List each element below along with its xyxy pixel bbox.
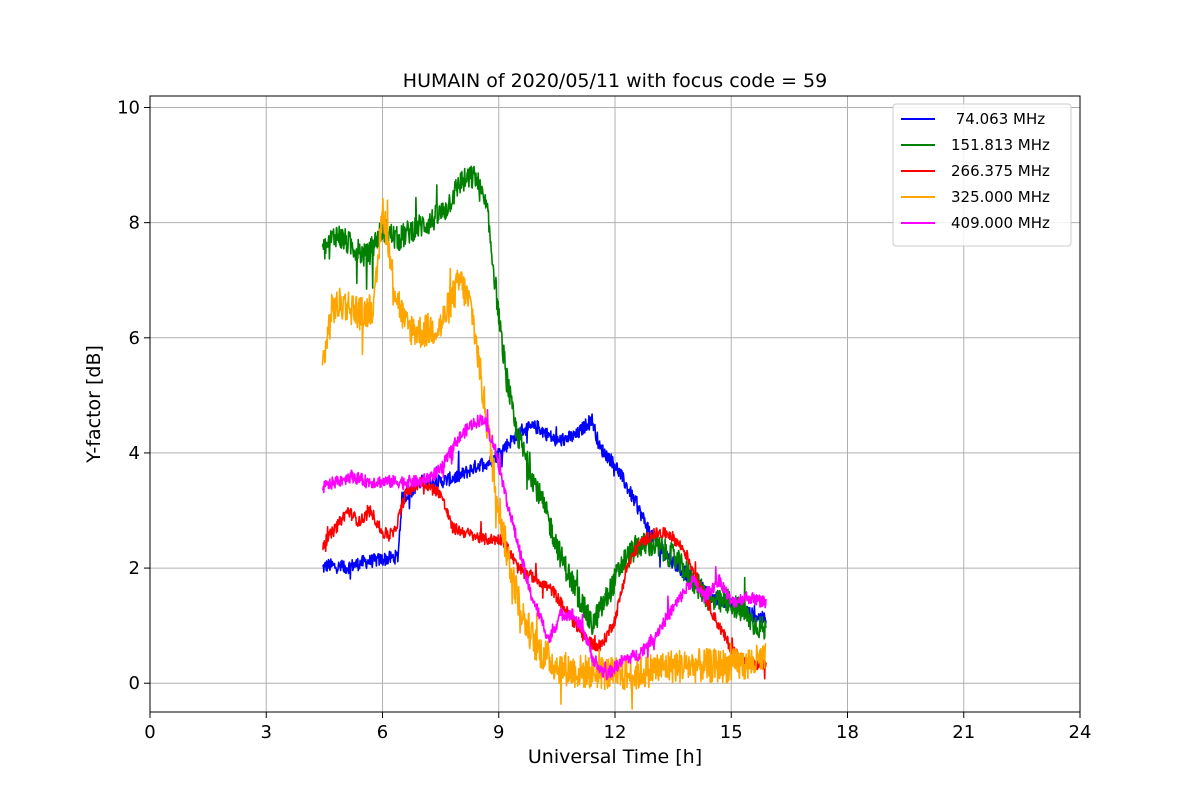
x-tick-label: 0 (144, 722, 155, 743)
series-group (321, 165, 767, 710)
x-tick-label: 18 (836, 722, 859, 743)
y-tick-label: 2 (129, 558, 140, 579)
series-line-5 (321, 409, 767, 681)
y-tick-label: 0 (129, 673, 140, 694)
x-tick-label: 3 (261, 722, 272, 743)
x-tick-label: 9 (493, 722, 504, 743)
x-axis-label: Universal Time [h] (528, 746, 702, 768)
x-tick-label: 15 (720, 722, 743, 743)
y-tick-label: 10 (117, 98, 140, 119)
y-axis-label: Y-factor [dB] (83, 345, 105, 464)
y-axis: 0 2 4 6 8 10 (117, 98, 150, 694)
x-axis: 0 3 6 9 12 15 18 21 24 (144, 712, 1091, 743)
legend-label: 409.000 MHz (951, 214, 1050, 232)
legend-label: 74.063 MHz (951, 110, 1045, 128)
y-tick-label: 4 (129, 443, 140, 464)
legend-box (892, 103, 1072, 247)
chart-title: HUMAIN of 2020/05/11 with focus code = 5… (403, 70, 827, 92)
x-tick-label: 24 (1069, 722, 1092, 743)
y-tick-label: 8 (129, 213, 140, 234)
x-tick-label: 12 (604, 722, 627, 743)
series-line-3 (322, 476, 767, 680)
legend: 74.063 MHz 151.813 MHz 266.375 MHz 325.000 … (892, 103, 1072, 247)
series-line-4 (321, 197, 767, 710)
y-tick-label: 6 (129, 328, 140, 349)
legend-label: 266.375 MHz (951, 162, 1050, 180)
x-tick-label: 6 (377, 722, 388, 743)
x-tick-label: 21 (952, 722, 975, 743)
legend-label: 151.813 MHz (951, 136, 1050, 154)
legend-label: 325.000 MHz (951, 188, 1050, 206)
